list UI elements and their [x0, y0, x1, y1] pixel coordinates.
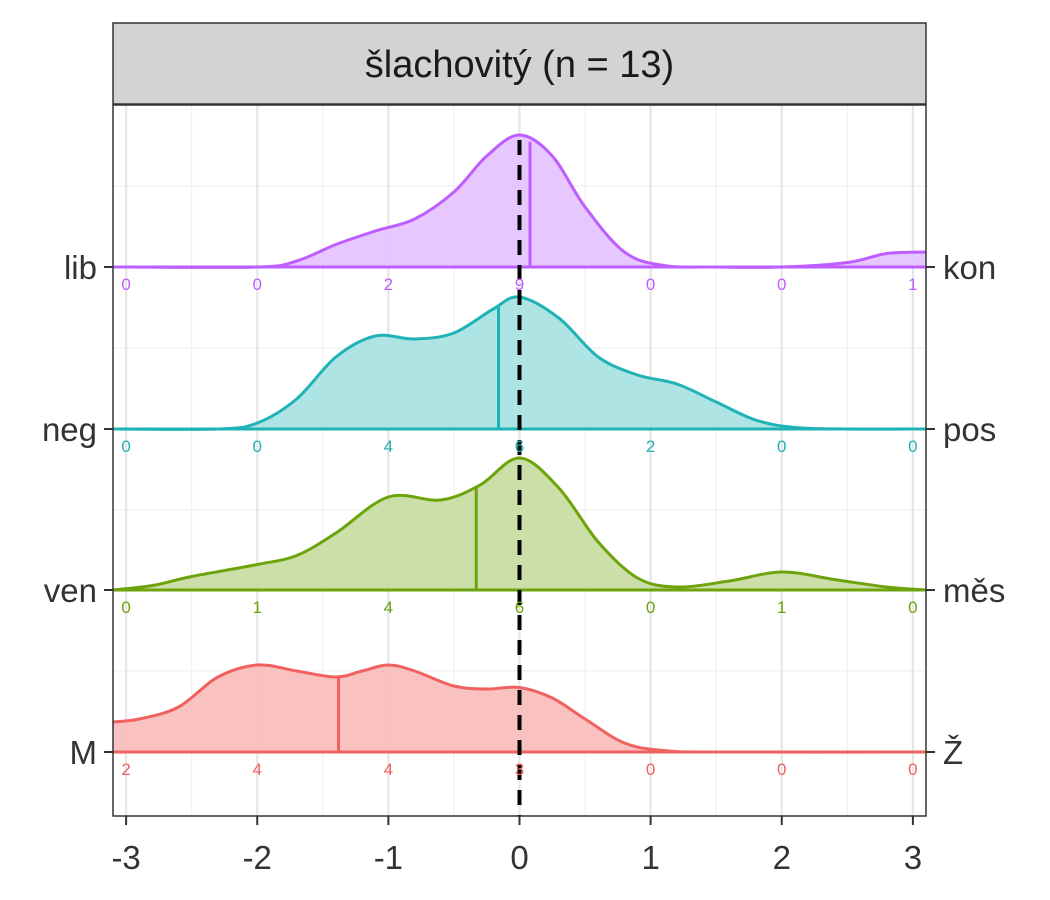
count-label: 4	[384, 437, 393, 456]
count-label: 0	[777, 760, 786, 779]
count-label: 0	[646, 760, 655, 779]
y-label-right: kon	[943, 249, 996, 286]
count-label: 9	[515, 275, 524, 294]
count-label: 0	[777, 275, 786, 294]
count-label: 4	[253, 760, 262, 779]
count-label: 4	[384, 760, 393, 779]
facet-strip-background	[112, 22, 927, 105]
count-label: 6	[515, 437, 524, 456]
x-tick-label: -3	[111, 839, 140, 876]
count-label: 0	[121, 598, 130, 617]
x-tick-label: 2	[773, 839, 791, 876]
y-label-left: ven	[44, 572, 97, 609]
count-label: 1	[908, 275, 917, 294]
y-label-left: M	[70, 734, 98, 771]
y-label-right: pos	[943, 411, 996, 448]
y-label-right: Ž	[943, 734, 963, 771]
count-label: 0	[908, 437, 917, 456]
count-label: 4	[384, 598, 393, 617]
ridge-density-line	[112, 133, 927, 269]
count-label: 2	[646, 437, 655, 456]
count-label: 2	[121, 760, 130, 779]
ridge-density-line	[112, 456, 927, 592]
count-label: 3	[515, 760, 524, 779]
ridge-density-line	[112, 663, 927, 754]
count-label: 2	[384, 275, 393, 294]
count-label: 0	[253, 275, 262, 294]
count-label: 0	[777, 437, 786, 456]
ridge-area	[113, 664, 926, 753]
count-label: 0	[121, 275, 130, 294]
y-label-left: neg	[42, 411, 97, 448]
count-label: 0	[121, 437, 130, 456]
count-label: 0	[646, 275, 655, 294]
count-label: 1	[253, 598, 262, 617]
y-label-right: měs	[943, 572, 1005, 609]
x-tick-label: -2	[243, 839, 272, 876]
bin-count-labels: 2 4 4 3 0 0 0 0 1 4 6 0 1 0 0 0 4 6 2 0 0 0 0 2 9 0 0 1	[121, 275, 917, 779]
count-label: 0	[908, 598, 917, 617]
count-label: 0	[646, 598, 655, 617]
y-label-left: lib	[64, 249, 97, 286]
count-label: 0	[253, 437, 262, 456]
x-tick-label: 0	[510, 839, 528, 876]
x-tick-label: 3	[904, 839, 922, 876]
x-axis: -3 -2 -1 0 1 2 3	[111, 816, 922, 876]
facet-title: šlachovitý (n = 13)	[365, 44, 674, 86]
count-label: 1	[777, 598, 786, 617]
count-label: 6	[515, 598, 524, 617]
count-label: 0	[908, 760, 917, 779]
facet-strip: šlachovitý (n = 13)	[112, 22, 927, 105]
ridge-area	[113, 296, 926, 430]
x-tick-label: 1	[641, 839, 659, 876]
x-tick-label: -1	[374, 839, 403, 876]
